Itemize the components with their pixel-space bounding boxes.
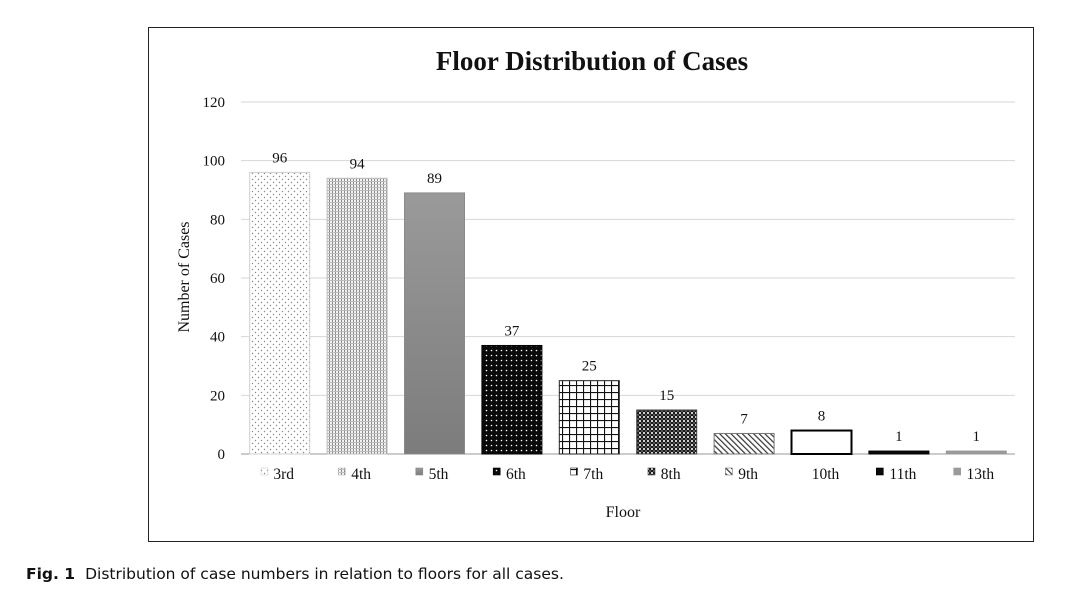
x-tick-label: 8th	[661, 466, 681, 483]
bar	[558, 380, 620, 455]
y-tick-label: 100	[203, 154, 226, 170]
x-tick: 7th	[570, 466, 603, 483]
y-tick-label: 60	[210, 271, 225, 287]
legend-key-swatch	[338, 467, 346, 476]
bar	[249, 171, 311, 455]
x-tick-label: 7th	[583, 466, 603, 483]
data-label: 37	[504, 323, 520, 339]
data-label: 7	[740, 411, 748, 427]
bars	[249, 171, 1007, 455]
chart-frame: 0 20 40 60 80 100 120 96 94 89 37 25 15 7 8 1 1 3rd 4th 5…	[148, 27, 1034, 542]
bar	[868, 450, 930, 455]
bar	[481, 344, 543, 455]
legend-key-swatch	[570, 467, 578, 476]
x-tick: 8th	[647, 466, 681, 483]
legend-key-swatch	[875, 467, 884, 476]
data-labels: 96 94 89 37 25 15 7 8 1 1	[272, 150, 980, 445]
bar	[636, 409, 698, 455]
legend-key-swatch	[647, 467, 656, 476]
y-tick-label: 0	[218, 447, 226, 463]
x-tick: 10th	[812, 466, 840, 483]
data-label: 96	[272, 150, 288, 166]
data-label: 1	[973, 429, 981, 445]
y-axis: 0 20 40 60 80 100 120	[203, 95, 226, 463]
data-label: 1	[895, 429, 903, 445]
x-tick: 11th	[875, 466, 917, 483]
x-axis-label: Floor	[606, 504, 641, 521]
x-tick: 5th	[415, 466, 449, 483]
y-tick-label: 120	[203, 95, 226, 111]
x-tick-label: 3rd	[273, 466, 294, 483]
x-tick-label: 9th	[738, 466, 758, 483]
data-label: 15	[659, 388, 674, 404]
legend-key-swatch	[725, 467, 733, 476]
x-tick: 4th	[338, 466, 371, 483]
y-axis-label: Number of Cases	[176, 221, 193, 332]
figure-caption-text: Distribution of case numbers in relation…	[85, 565, 564, 583]
legend-key-swatch	[260, 467, 269, 476]
bar	[404, 192, 465, 455]
bar	[713, 432, 775, 455]
chart-title: Floor Distribution of Cases	[436, 46, 748, 76]
figure-caption-label: Fig. 1	[26, 565, 76, 583]
y-tick-label: 40	[210, 330, 225, 346]
data-label: 94	[350, 156, 366, 172]
y-tick-label: 20	[210, 388, 225, 404]
bar-chart: 0 20 40 60 80 100 120 96 94 89 37 25 15 7 8 1 1 3rd 4th 5…	[176, 46, 1015, 521]
y-tick-label: 80	[210, 212, 225, 228]
x-tick: 9th	[725, 466, 758, 483]
data-label: 89	[427, 171, 442, 187]
x-tick-label: 13th	[967, 466, 995, 483]
bar	[790, 429, 853, 455]
x-axis: 3rd 4th 5th 6th 7th 8th 9th 10th 11th 13th	[260, 466, 995, 483]
data-label: 8	[818, 409, 826, 425]
figure-caption: Fig. 1 Distribution of case numbers in re…	[26, 565, 564, 583]
legend-key-swatch	[953, 467, 962, 476]
x-tick-label: 10th	[812, 466, 840, 483]
legend-key-swatch	[492, 467, 501, 476]
x-tick-label: 4th	[351, 466, 371, 483]
x-tick: 6th	[492, 466, 526, 483]
x-tick-label: 6th	[506, 466, 526, 483]
legend-key-swatch	[415, 467, 424, 476]
bar	[945, 450, 1007, 455]
x-tick: 13th	[953, 466, 995, 483]
x-tick: 3rd	[260, 466, 294, 483]
bar	[326, 177, 388, 455]
data-label: 25	[582, 359, 597, 375]
x-tick-label: 5th	[429, 466, 449, 483]
x-tick-label: 11th	[889, 466, 916, 483]
